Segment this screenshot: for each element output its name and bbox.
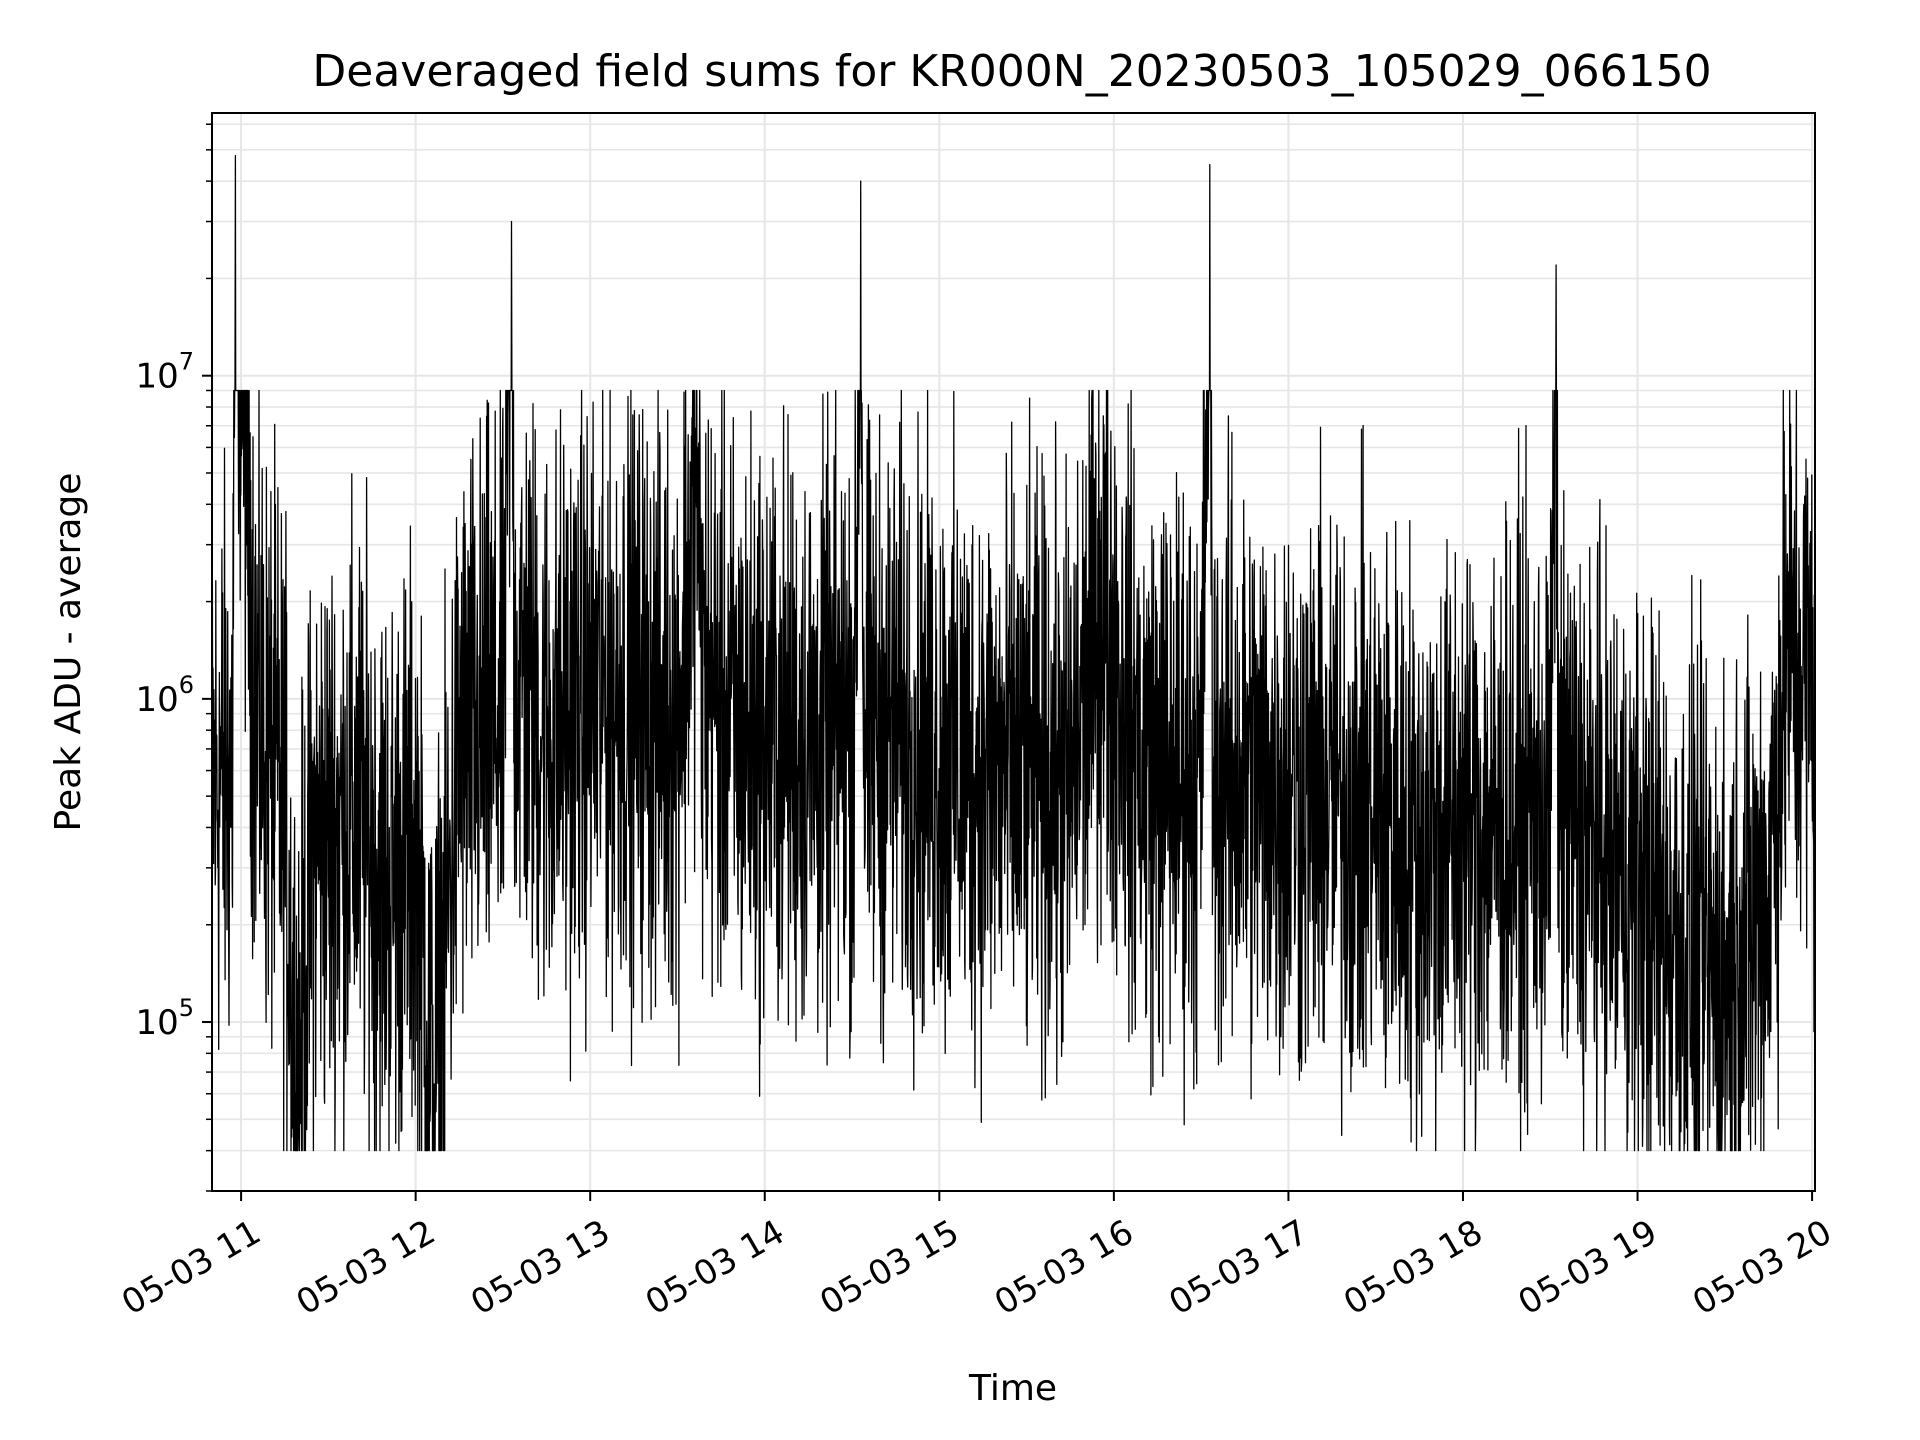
x-axis-label: Time	[968, 1368, 1057, 1409]
y-tick-label: 107	[135, 348, 194, 397]
x-tick-label: 05-03 15	[813, 1212, 965, 1323]
y-tick-label: 106	[135, 671, 194, 720]
series-line	[211, 154, 1816, 1152]
x-tick-label: 05-03 20	[1686, 1212, 1838, 1323]
x-tick-label: 05-03 13	[464, 1212, 616, 1323]
x-tick-label: 05-03 11	[115, 1212, 267, 1323]
x-tick-label: 05-03 17	[1163, 1212, 1315, 1323]
y-tick-label: 105	[135, 994, 194, 1043]
x-tick-label: 05-03 12	[290, 1212, 442, 1323]
plot-frame	[211, 112, 1816, 1192]
x-tick-label: 05-03 19	[1512, 1212, 1664, 1323]
y-axis-label: Peak ADU - average	[48, 473, 89, 832]
chart-title: Deaveraged field sums for KR000N_2023050…	[312, 46, 1711, 97]
x-tick-label: 05-03 14	[639, 1212, 791, 1323]
x-tick-label: 05-03 18	[1337, 1212, 1489, 1323]
x-tick-label: 05-03 16	[988, 1212, 1140, 1323]
data-series	[211, 154, 1816, 1152]
